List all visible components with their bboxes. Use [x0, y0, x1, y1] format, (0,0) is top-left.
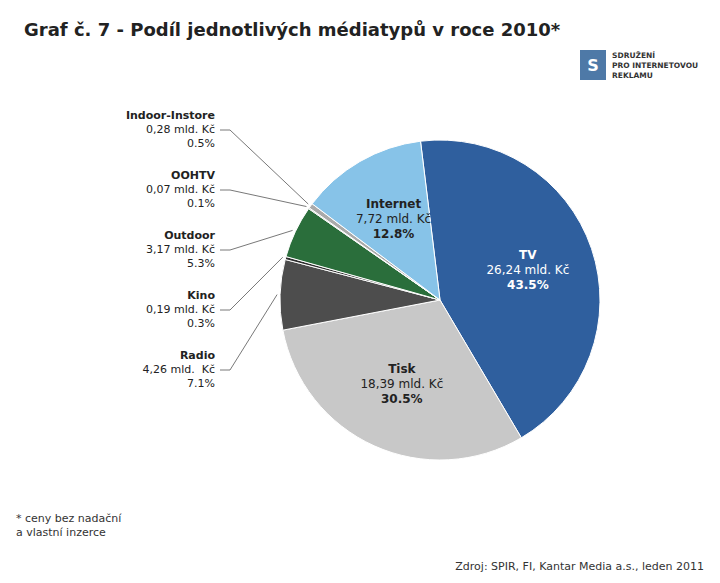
slice-label: Internet	[366, 197, 421, 211]
footnote: a vlastní inzerce	[16, 526, 106, 539]
slice-label: Radio	[180, 349, 216, 362]
slice-label: Outdoor	[164, 229, 215, 242]
leader-line	[220, 230, 293, 250]
slice-label: Kino	[187, 289, 215, 302]
amount-label: 4,26 mld. Kč	[143, 363, 216, 376]
logo-letter: S	[587, 56, 599, 75]
logo: S SDRUŽENÍPRO INTERNETOVOUREKLAMU	[580, 50, 698, 80]
slice-label: TV	[519, 248, 537, 262]
logo-square	[580, 50, 606, 80]
source: Zdroj: SPIR, FI, Kantar Media a.s., lede…	[455, 560, 704, 573]
data-label: 0.5%	[187, 137, 215, 150]
data-labels: TV26,24 mld. Kč43.5% Tisk18,39 mld. Kč30.…	[126, 109, 569, 406]
data-label: 5.3%	[187, 257, 215, 270]
title: Graf č. 7 - Podíl jednotlivých médiatypů…	[24, 19, 561, 40]
leader-line	[220, 257, 283, 310]
leader-line	[220, 130, 308, 204]
leader-line	[220, 190, 306, 207]
data-label: 0.1%	[187, 197, 215, 210]
amount-label: 26,24 mld. Kč	[486, 263, 569, 277]
data-label: 12.8%	[373, 227, 415, 241]
amount-label: 0,19 mld. Kč	[146, 303, 215, 316]
slice-label: OOHTV	[171, 169, 215, 182]
logo-text: PRO INTERNETOVOU	[612, 61, 698, 70]
data-label: 0.3%	[187, 317, 215, 330]
leader-line	[220, 295, 277, 370]
footnote: * ceny bez nadační	[16, 512, 122, 525]
amount-label: 3,17 mld. Kč	[146, 243, 215, 256]
amount-label: 7,72 mld. Kč	[356, 212, 431, 226]
pie	[280, 140, 600, 460]
amount-label: 0,07 mld. Kč	[146, 183, 215, 196]
data-label: 7.1%	[187, 377, 215, 390]
logo-text: REKLAMU	[612, 71, 653, 80]
slice	[283, 300, 521, 460]
slice-label: Indoor-Instore	[126, 109, 215, 122]
amount-label: 0,28 mld. Kč	[146, 123, 215, 136]
logo-text: SDRUŽENÍ	[612, 51, 655, 60]
slice-label: Tisk	[388, 362, 416, 376]
slice	[312, 141, 440, 300]
data-label: 30.5%	[381, 392, 423, 406]
amount-label: 18,39 mld. Kč	[360, 377, 443, 391]
chart: Graf č. 7 - Podíl jednotlivých médiatypů…	[0, 0, 720, 583]
data-label: 43.5%	[507, 278, 549, 292]
